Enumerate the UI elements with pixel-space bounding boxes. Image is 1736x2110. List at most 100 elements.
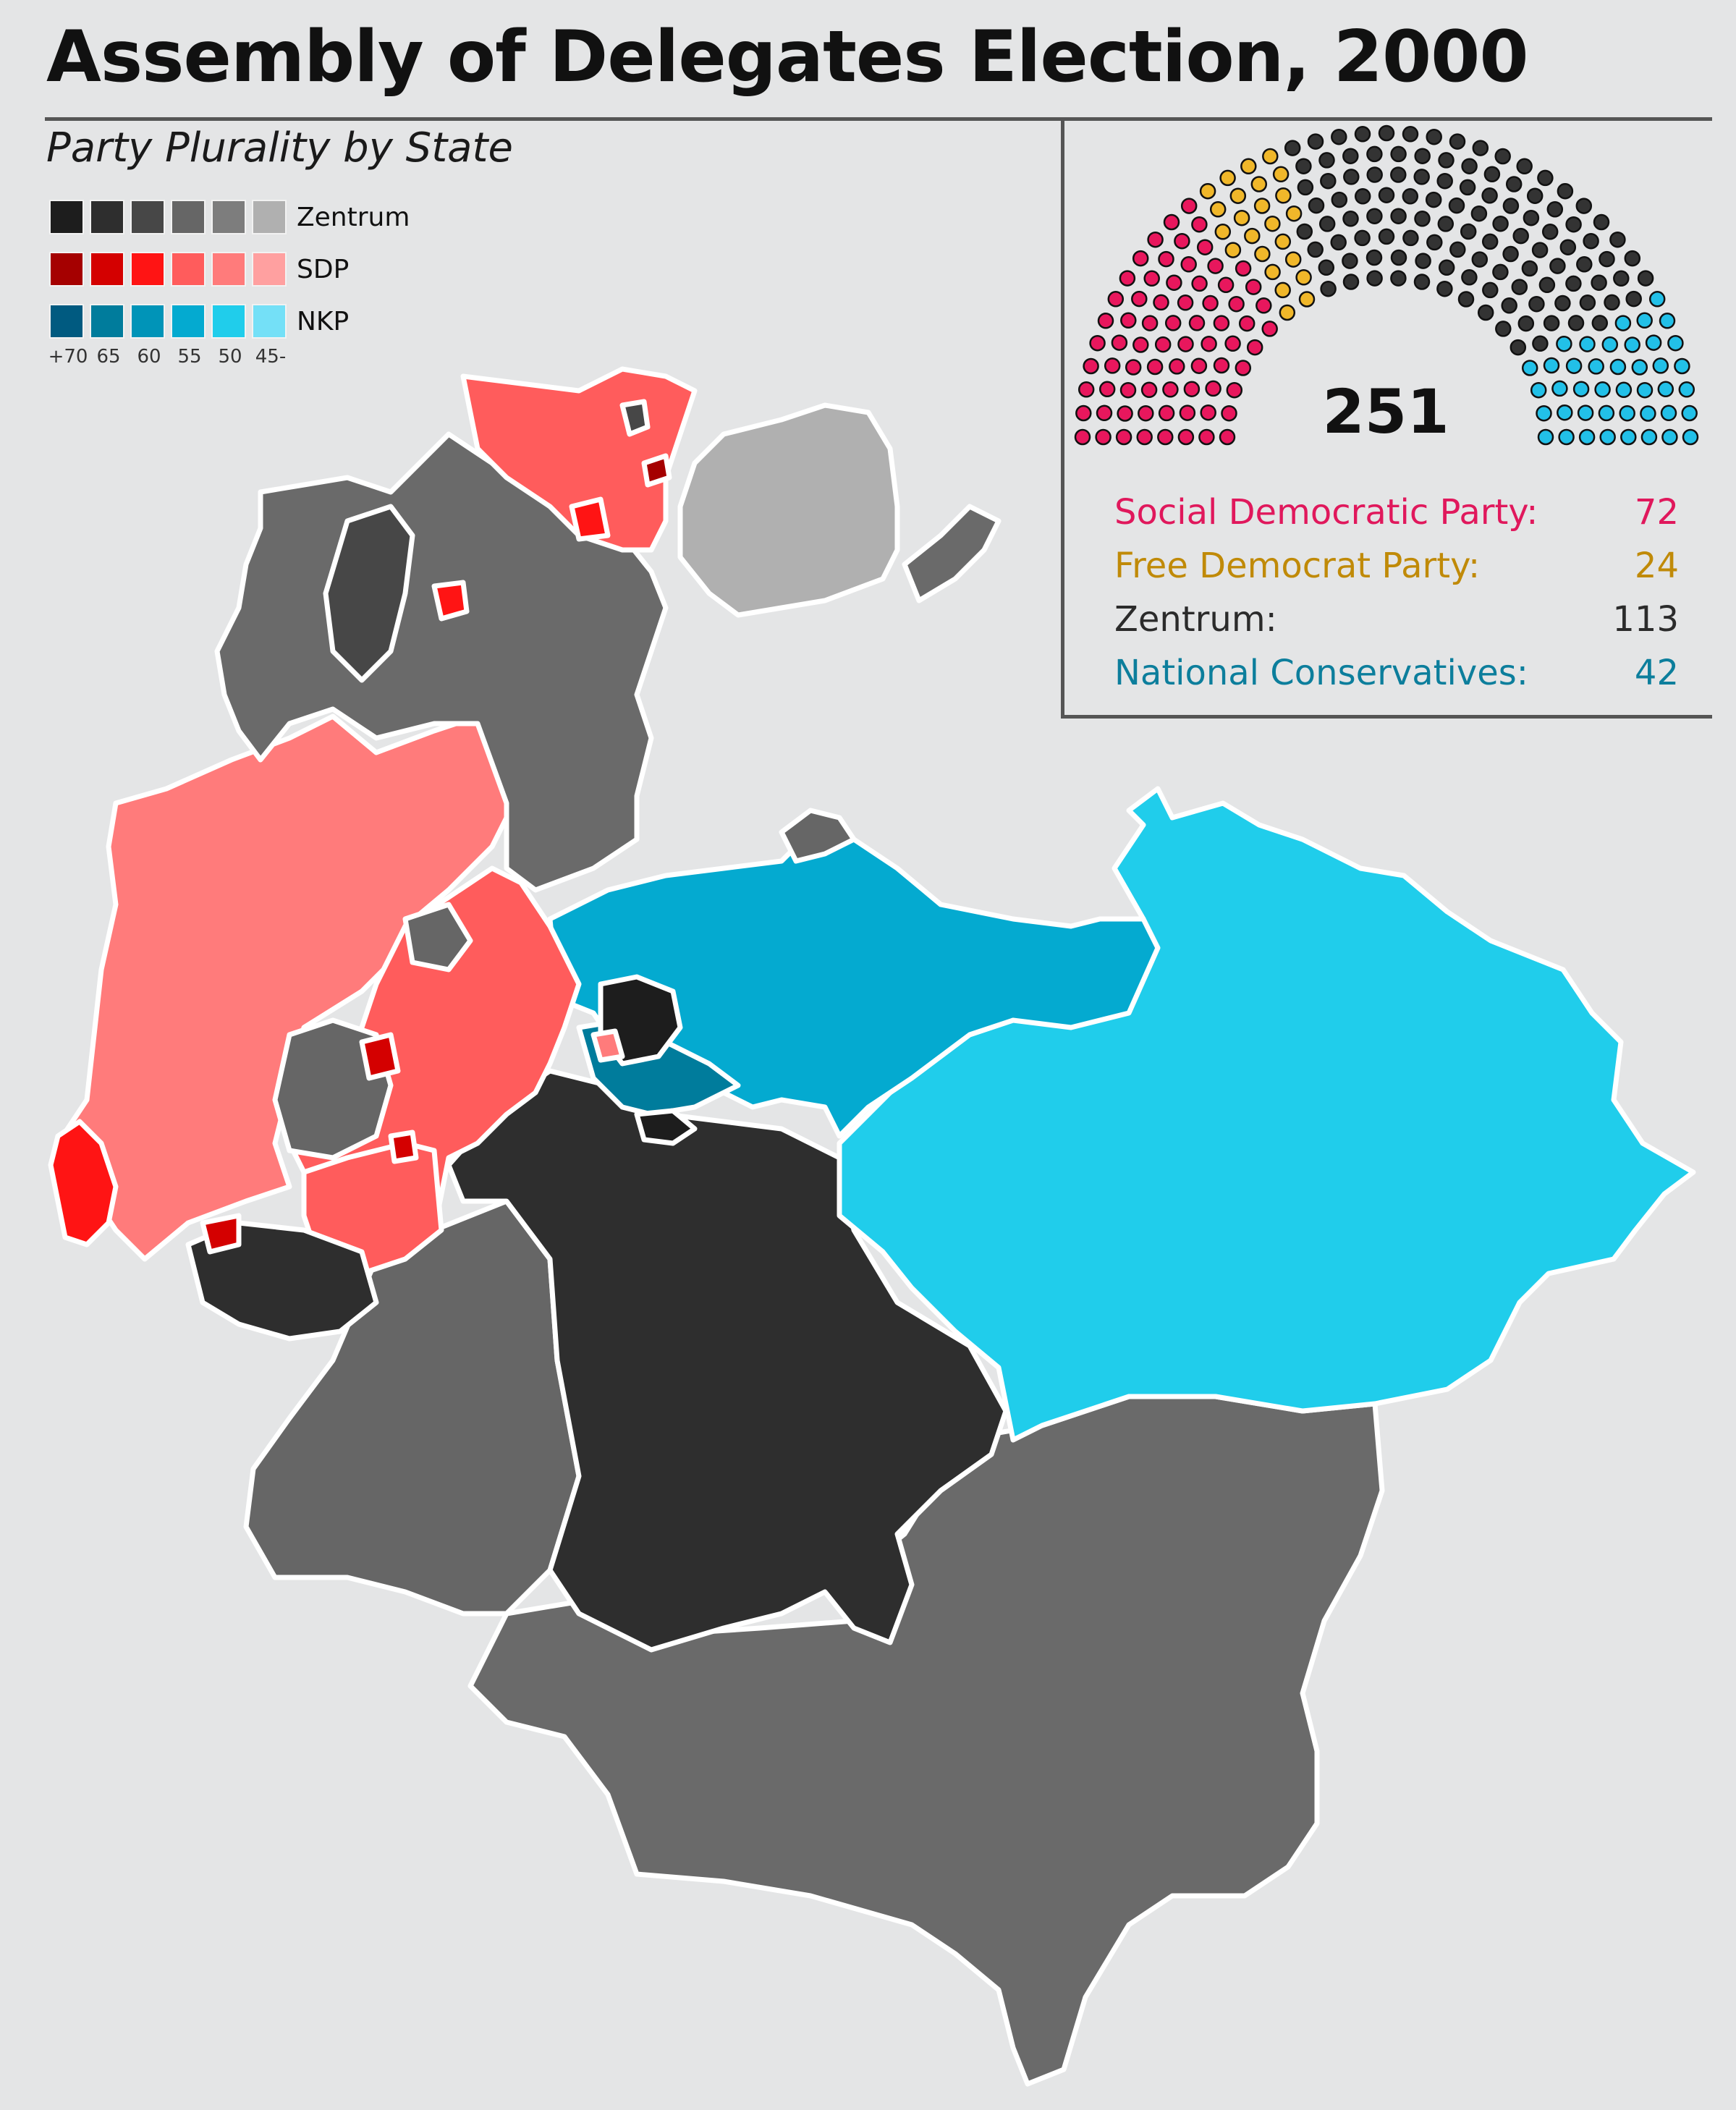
legend-tick: 45- xyxy=(255,346,287,368)
seat xyxy=(1495,321,1512,337)
region-northeast-appendix xyxy=(902,504,1002,603)
seat xyxy=(1163,213,1180,231)
seat xyxy=(1095,428,1112,446)
seat xyxy=(1577,404,1594,421)
legend-tick-labels: +70 65 60 55 50 45- xyxy=(48,346,291,368)
legend-row-zentrum: Zentrum xyxy=(49,198,410,236)
seat xyxy=(1536,404,1552,422)
seat xyxy=(1449,133,1466,150)
seat xyxy=(1253,198,1271,214)
seat xyxy=(1591,315,1609,331)
seat xyxy=(1200,404,1216,421)
seat xyxy=(1330,234,1347,251)
region-red-dot-2 xyxy=(359,1032,401,1081)
seat xyxy=(1516,158,1533,175)
seat xyxy=(1240,158,1257,175)
seat xyxy=(1636,312,1653,329)
seat xyxy=(1183,381,1201,397)
seat xyxy=(1307,241,1324,258)
seat xyxy=(1512,227,1529,245)
seat xyxy=(1660,404,1677,422)
seat xyxy=(1620,428,1637,446)
seat xyxy=(1502,245,1519,263)
seat xyxy=(1262,148,1279,165)
legend-swatch xyxy=(252,200,287,234)
seat xyxy=(1494,148,1511,165)
seat xyxy=(1104,357,1121,374)
seat xyxy=(1153,294,1169,311)
seat xyxy=(1614,315,1632,331)
seat xyxy=(1147,231,1164,248)
seat xyxy=(1390,166,1407,183)
seat xyxy=(1235,360,1252,376)
page-subtitle: Party Plurality by State xyxy=(46,124,513,171)
seat xyxy=(1531,242,1549,258)
seat xyxy=(1554,295,1571,312)
legend-tick: 55 xyxy=(177,346,202,368)
seat xyxy=(1245,279,1262,295)
seat xyxy=(1190,357,1208,374)
seat xyxy=(1157,428,1174,446)
region-red-dot-6 xyxy=(641,453,672,488)
seat xyxy=(1254,245,1271,263)
seat xyxy=(1681,404,1698,422)
seat xyxy=(1198,428,1215,446)
region-red-dot-1 xyxy=(431,580,470,622)
seat xyxy=(1598,404,1615,422)
region-northeast-grey xyxy=(677,402,900,618)
seat xyxy=(1619,404,1635,422)
seat xyxy=(1414,211,1431,227)
seat xyxy=(1115,428,1132,446)
seat xyxy=(1657,381,1674,398)
party-name: Social Democratic Party: xyxy=(1114,492,1538,533)
seat xyxy=(1256,297,1272,314)
region-central-grey-strip xyxy=(779,808,857,864)
seat xyxy=(1365,249,1383,266)
seat xyxy=(1180,198,1198,214)
seat xyxy=(1297,179,1314,196)
seat xyxy=(1205,380,1221,397)
seat xyxy=(1162,381,1179,398)
seat xyxy=(1667,334,1684,352)
seat xyxy=(1659,313,1676,329)
seat xyxy=(1414,148,1431,164)
seat xyxy=(1228,295,1245,313)
seat xyxy=(1308,197,1325,214)
seat xyxy=(1579,295,1596,311)
seat xyxy=(1285,205,1303,222)
region-west-grey-pocket-2 xyxy=(402,902,473,973)
legend-swatch xyxy=(211,200,246,234)
seat xyxy=(1521,360,1538,376)
seat xyxy=(1284,251,1302,268)
seat xyxy=(1131,290,1148,308)
seat xyxy=(1354,126,1371,143)
legend-swatch xyxy=(49,200,84,234)
seat xyxy=(1143,270,1160,287)
seat xyxy=(1075,404,1092,422)
seat xyxy=(1543,315,1560,331)
party-row-sdp: Social Democratic Party: 72 xyxy=(1114,492,1679,543)
seat xyxy=(1224,335,1241,352)
seat xyxy=(1678,381,1695,398)
seat xyxy=(1470,205,1488,222)
seat xyxy=(1214,224,1232,240)
seat xyxy=(1213,357,1230,374)
legend-swatch xyxy=(211,252,246,287)
seat xyxy=(1158,404,1175,422)
seat xyxy=(1599,250,1615,268)
seat xyxy=(1342,211,1359,227)
seat xyxy=(1233,209,1250,226)
seat xyxy=(1279,304,1296,321)
seat xyxy=(1298,291,1316,308)
seat xyxy=(1645,334,1662,351)
seat xyxy=(1169,358,1185,375)
region-red-dot-4 xyxy=(200,1213,242,1255)
seat xyxy=(1449,241,1466,258)
seat xyxy=(1119,270,1136,287)
seat xyxy=(1177,336,1194,352)
seat xyxy=(1342,148,1359,164)
seat xyxy=(1272,166,1290,183)
seat xyxy=(1318,259,1335,276)
region-red-dot-3 xyxy=(388,1130,419,1164)
